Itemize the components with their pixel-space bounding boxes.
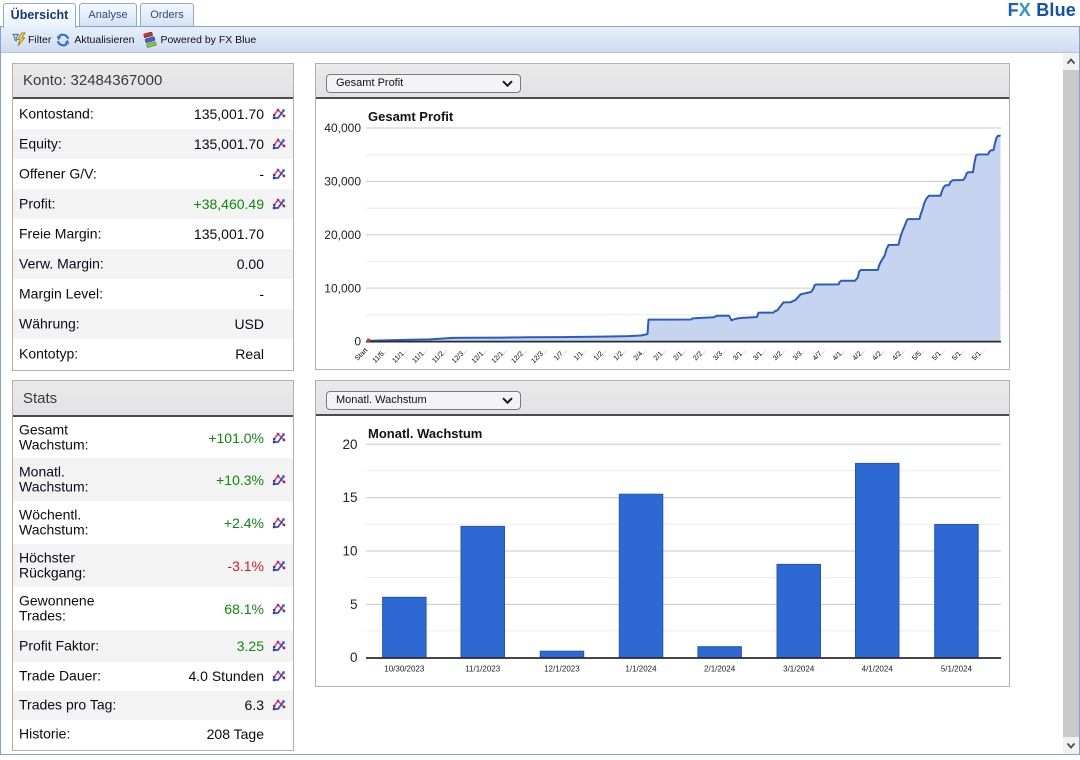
svg-text:10/30/2023: 10/30/2023 [384, 665, 425, 674]
svg-text:Gesamt Profit: Gesamt Profit [368, 109, 454, 124]
svg-text:2/1…: 2/1… [672, 347, 687, 362]
svg-text:4/7…: 4/7… [812, 347, 827, 362]
svg-text:4/1…: 4/1… [832, 347, 847, 362]
svg-text:0: 0 [354, 335, 361, 349]
svg-text:11/1…: 11/1… [391, 347, 409, 365]
svg-text:5/1…: 5/1… [971, 347, 986, 362]
svg-text:1/1…: 1/1… [573, 347, 588, 362]
svg-text:15: 15 [342, 490, 357, 505]
svg-text:5/5…: 5/5… [911, 347, 926, 362]
svg-text:11/1…: 11/1… [411, 347, 429, 365]
svg-text:20: 20 [342, 437, 357, 452]
svg-text:3/1…: 3/1… [752, 347, 767, 362]
svg-text:11/5…: 11/5… [372, 347, 390, 365]
svg-text:2/2…: 2/2… [692, 347, 707, 362]
svg-text:4/2…: 4/2… [852, 347, 867, 362]
svg-text:2/1…: 2/1… [653, 347, 668, 362]
svg-text:3/2…: 3/2… [772, 347, 787, 362]
svg-text:30,000: 30,000 [324, 175, 361, 189]
svg-text:3/1/2024: 3/1/2024 [783, 665, 815, 674]
svg-text:12/2…: 12/2… [510, 347, 528, 365]
svg-text:12/3…: 12/3… [530, 347, 548, 365]
svg-text:5/1/2024: 5/1/2024 [941, 665, 973, 674]
svg-text:1/2…: 1/2… [593, 347, 608, 362]
svg-text:5/1…: 5/1… [931, 347, 946, 362]
svg-text:10,000: 10,000 [324, 281, 361, 295]
svg-text:12/3…: 12/3… [451, 347, 469, 365]
svg-text:0: 0 [350, 650, 358, 665]
svg-text:Monatl. Wachstum: Monatl. Wachstum [368, 426, 482, 441]
svg-text:3/3…: 3/3… [792, 347, 807, 362]
svg-text:1/1/2024: 1/1/2024 [625, 665, 657, 674]
svg-text:11/2…: 11/2… [431, 347, 449, 365]
svg-text:1/7…: 1/7… [553, 347, 568, 362]
svg-text:40,000: 40,000 [324, 121, 361, 135]
svg-text:4/1/2024: 4/1/2024 [862, 665, 894, 674]
svg-text:20,000: 20,000 [324, 228, 361, 242]
svg-text:5: 5 [350, 597, 358, 612]
svg-text:Start: Start [354, 347, 369, 362]
svg-text:12/1…: 12/1… [491, 347, 509, 365]
svg-text:12/1…: 12/1… [471, 347, 489, 365]
svg-text:2/4…: 2/4… [633, 347, 648, 362]
svg-text:2/1/2024: 2/1/2024 [704, 665, 736, 674]
svg-text:4/2…: 4/2… [871, 347, 886, 362]
svg-text:3/1…: 3/1… [732, 347, 747, 362]
svg-text:1/2…: 1/2… [613, 347, 628, 362]
svg-text:11/1/2023: 11/1/2023 [465, 665, 501, 674]
svg-text:3/3…: 3/3… [712, 347, 727, 362]
svg-text:5/1…: 5/1… [951, 347, 966, 362]
svg-text:4/2…: 4/2… [891, 347, 906, 362]
svg-text:10: 10 [342, 544, 357, 559]
svg-text:12/1/2023: 12/1/2023 [544, 665, 580, 674]
